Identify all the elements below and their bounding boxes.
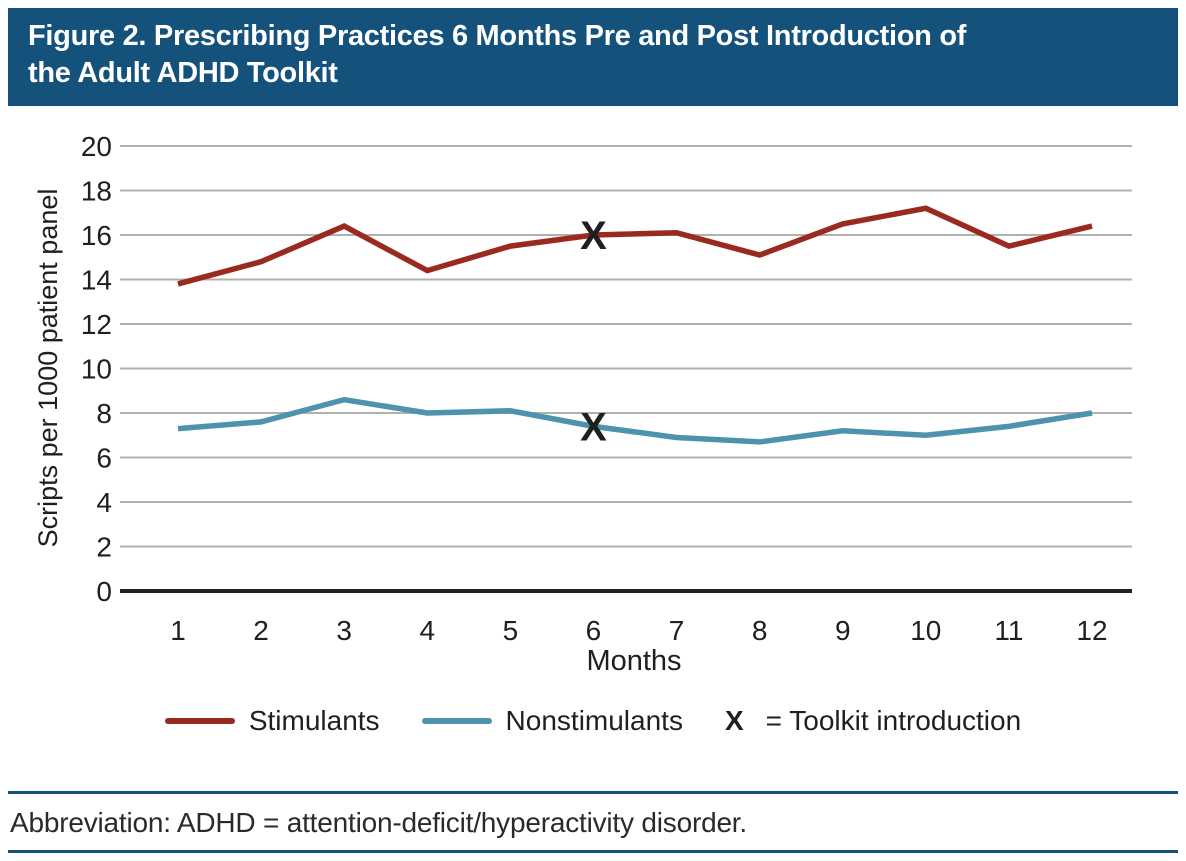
- gridlines: [120, 145, 1132, 593]
- nonstimulants-line-swatch: [421, 718, 492, 724]
- toolkit-x-symbol: X: [724, 705, 744, 736]
- y-tick-label: 8: [96, 398, 112, 429]
- figure-title-line-1: Figure 2. Prescribing Practices 6 Months…: [28, 20, 967, 52]
- x-tick-label: 9: [835, 615, 851, 646]
- x-tick-label: 7: [669, 615, 685, 646]
- x-axis-title: Months: [586, 645, 681, 677]
- toolkit-introduction-x-marker: X: [580, 405, 607, 449]
- x-tick-label: 12: [1076, 615, 1107, 646]
- toolkit-introduction-markers: XX: [580, 214, 607, 449]
- stimulants-line-swatch: [164, 718, 235, 724]
- y-tick-label: 0: [96, 576, 112, 607]
- x-tick-label: 1: [170, 615, 186, 646]
- y-tick-label: 2: [96, 532, 112, 563]
- toolkit-introduction-x-marker: X: [580, 214, 607, 258]
- nonstimulants-line: [177, 396, 1093, 445]
- x-tick-label: 4: [419, 615, 435, 646]
- y-tick-label: 12: [81, 309, 112, 340]
- y-tick-label: 4: [96, 487, 112, 518]
- legend-label-stimulants: Stimulants: [248, 705, 380, 736]
- legend-note-toolkit-introduction: X = Toolkit introduction: [725, 705, 1021, 737]
- y-tick-label: 20: [81, 131, 112, 162]
- figure-title-line-2: the Adult ADHD Toolkit: [28, 57, 338, 89]
- y-tick-label: 18: [81, 176, 112, 207]
- x-axis-tick-labels: 1 2 3 4 5 6 7 8 9 10 11 12: [170, 615, 1107, 646]
- chart-legend: Stimulants Nonstimulants X = Toolkit int…: [0, 705, 1186, 737]
- x-tick-label: 11: [994, 615, 1023, 646]
- y-tick-label: 14: [81, 265, 112, 296]
- x-tick-label: 6: [586, 615, 602, 646]
- x-tick-label: 5: [503, 615, 519, 646]
- y-axis-tick-labels: 0 2 4 6 8 10 12 14 16 18 20: [81, 131, 112, 607]
- y-axis-title: Scripts per 1000 patient panel: [33, 189, 63, 548]
- stimulants-line: [177, 205, 1093, 287]
- figure-title-banner: Figure 2. Prescribing Practices 6 Months…: [8, 8, 1178, 106]
- y-tick-label: 10: [81, 354, 112, 385]
- y-tick-label: 6: [96, 443, 112, 474]
- x-tick-label: 10: [910, 615, 941, 646]
- legend-label-nonstimulants: Nonstimulants: [505, 705, 683, 736]
- x-tick-label: 2: [253, 615, 269, 646]
- series-lines: [177, 205, 1093, 445]
- legend-item-stimulants: Stimulants: [164, 705, 380, 737]
- y-tick-label: 16: [81, 220, 112, 251]
- abbreviation-note: Abbreviation: ADHD = attention-deficit/h…: [8, 791, 1178, 853]
- x-tick-label: 3: [336, 615, 352, 646]
- abbreviation-text: Abbreviation: ADHD = attention-deficit/h…: [10, 807, 747, 838]
- legend-note-text: = Toolkit introduction: [765, 705, 1022, 736]
- x-tick-label: 8: [752, 615, 768, 646]
- legend-item-nonstimulants: Nonstimulants: [421, 705, 683, 737]
